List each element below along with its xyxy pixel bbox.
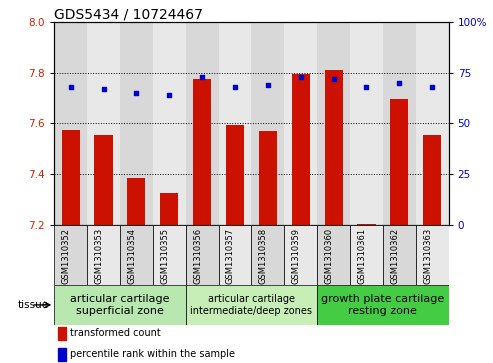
Point — [231, 84, 239, 90]
Bar — [251, 225, 284, 285]
Bar — [218, 225, 251, 285]
Text: GSM1310360: GSM1310360 — [324, 228, 334, 284]
Bar — [383, 225, 416, 285]
Bar — [95, 135, 112, 225]
Bar — [259, 131, 277, 225]
Bar — [251, 22, 284, 225]
Bar — [186, 225, 218, 285]
Point — [330, 76, 338, 82]
Point — [133, 90, 141, 96]
Bar — [423, 135, 441, 225]
Text: articular cartilage
intermediate/deep zones: articular cartilage intermediate/deep zo… — [190, 294, 313, 316]
Bar — [357, 224, 376, 225]
Text: GDS5434 / 10724467: GDS5434 / 10724467 — [54, 8, 203, 22]
Text: growth plate cartilage
resting zone: growth plate cartilage resting zone — [321, 294, 445, 316]
Text: GSM1310355: GSM1310355 — [160, 228, 169, 284]
Bar — [62, 130, 80, 225]
Text: GSM1310357: GSM1310357 — [226, 228, 235, 284]
Bar — [317, 285, 449, 325]
Bar — [58, 348, 66, 361]
Point — [165, 92, 173, 98]
Bar — [416, 225, 449, 285]
Bar — [226, 125, 244, 225]
Bar — [87, 225, 120, 285]
Bar — [54, 285, 186, 325]
Point — [198, 74, 206, 79]
Bar — [350, 22, 383, 225]
Bar — [54, 225, 87, 285]
Bar — [317, 22, 350, 225]
Text: transformed count: transformed count — [70, 329, 161, 338]
Bar — [383, 22, 416, 225]
Text: GSM1310354: GSM1310354 — [127, 228, 137, 284]
Bar — [58, 327, 66, 340]
Text: GSM1310359: GSM1310359 — [292, 228, 301, 284]
Text: GSM1310361: GSM1310361 — [357, 228, 366, 284]
Text: GSM1310362: GSM1310362 — [390, 228, 399, 284]
Text: articular cartilage
superficial zone: articular cartilage superficial zone — [70, 294, 170, 316]
Bar — [120, 22, 153, 225]
Point — [428, 84, 436, 90]
Point — [362, 84, 370, 90]
Text: GSM1310356: GSM1310356 — [193, 228, 202, 284]
Bar — [350, 225, 383, 285]
Point — [67, 84, 74, 90]
Bar — [160, 193, 178, 225]
Bar — [153, 225, 186, 285]
Bar — [120, 225, 153, 285]
Point — [264, 82, 272, 88]
Text: GSM1310363: GSM1310363 — [423, 228, 432, 284]
Bar — [317, 225, 350, 285]
Text: percentile rank within the sample: percentile rank within the sample — [70, 350, 235, 359]
Bar — [87, 22, 120, 225]
Bar — [218, 22, 251, 225]
Bar — [127, 178, 145, 225]
Bar — [416, 22, 449, 225]
Bar — [284, 225, 317, 285]
Bar — [153, 22, 186, 225]
Bar — [186, 285, 317, 325]
Bar — [193, 79, 211, 225]
Text: tissue: tissue — [18, 300, 49, 310]
Bar — [284, 22, 317, 225]
Point — [297, 74, 305, 79]
Text: GSM1310358: GSM1310358 — [259, 228, 268, 284]
Bar — [54, 22, 87, 225]
Bar — [186, 22, 218, 225]
Text: GSM1310352: GSM1310352 — [62, 228, 70, 284]
Point — [100, 86, 107, 92]
Bar — [324, 70, 343, 225]
Bar — [292, 74, 310, 225]
Text: GSM1310353: GSM1310353 — [95, 228, 104, 284]
Bar — [390, 99, 408, 225]
Point — [395, 80, 403, 86]
